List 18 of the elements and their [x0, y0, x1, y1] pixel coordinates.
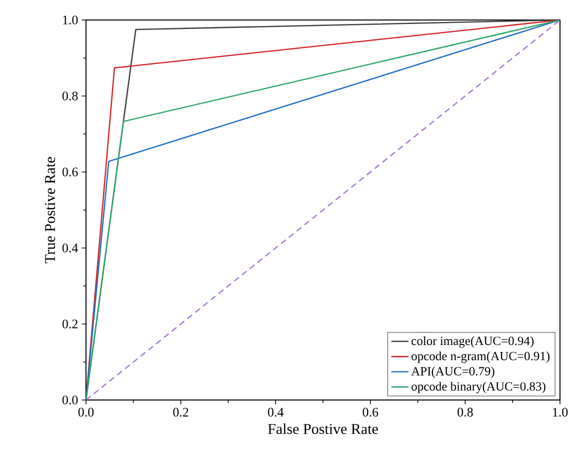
x-tick-label: 0.4 [268, 408, 284, 417]
x-axis-title: False Postive Rate [268, 424, 378, 434]
x-tick-label: 0.2 [173, 408, 188, 417]
legend-label: opcode n-gram(AUC=0.91) [412, 351, 550, 363]
legend-label: opcode binary(AUC=0.83) [412, 382, 546, 394]
y-tick-label: 0.8 [62, 92, 78, 100]
legend-label: color image(AUC=0.94) [412, 336, 534, 348]
x-tick-label: 0.8 [458, 408, 473, 417]
y-tick-label: 0.6 [62, 168, 78, 176]
x-tick-label: 0.0 [78, 408, 94, 417]
y-axis-title: True Postive Rate [45, 157, 56, 264]
y-tick-label: 0.4 [62, 244, 78, 252]
y-tick-label: 1.0 [63, 16, 78, 24]
legend-label: API(AUC=0.79) [411, 366, 494, 378]
x-tick-label: 1.0 [553, 408, 568, 417]
y-tick-label: 0.0 [62, 396, 78, 404]
x-tick-label: 0.6 [362, 408, 378, 417]
y-tick-label: 0.2 [62, 320, 78, 328]
